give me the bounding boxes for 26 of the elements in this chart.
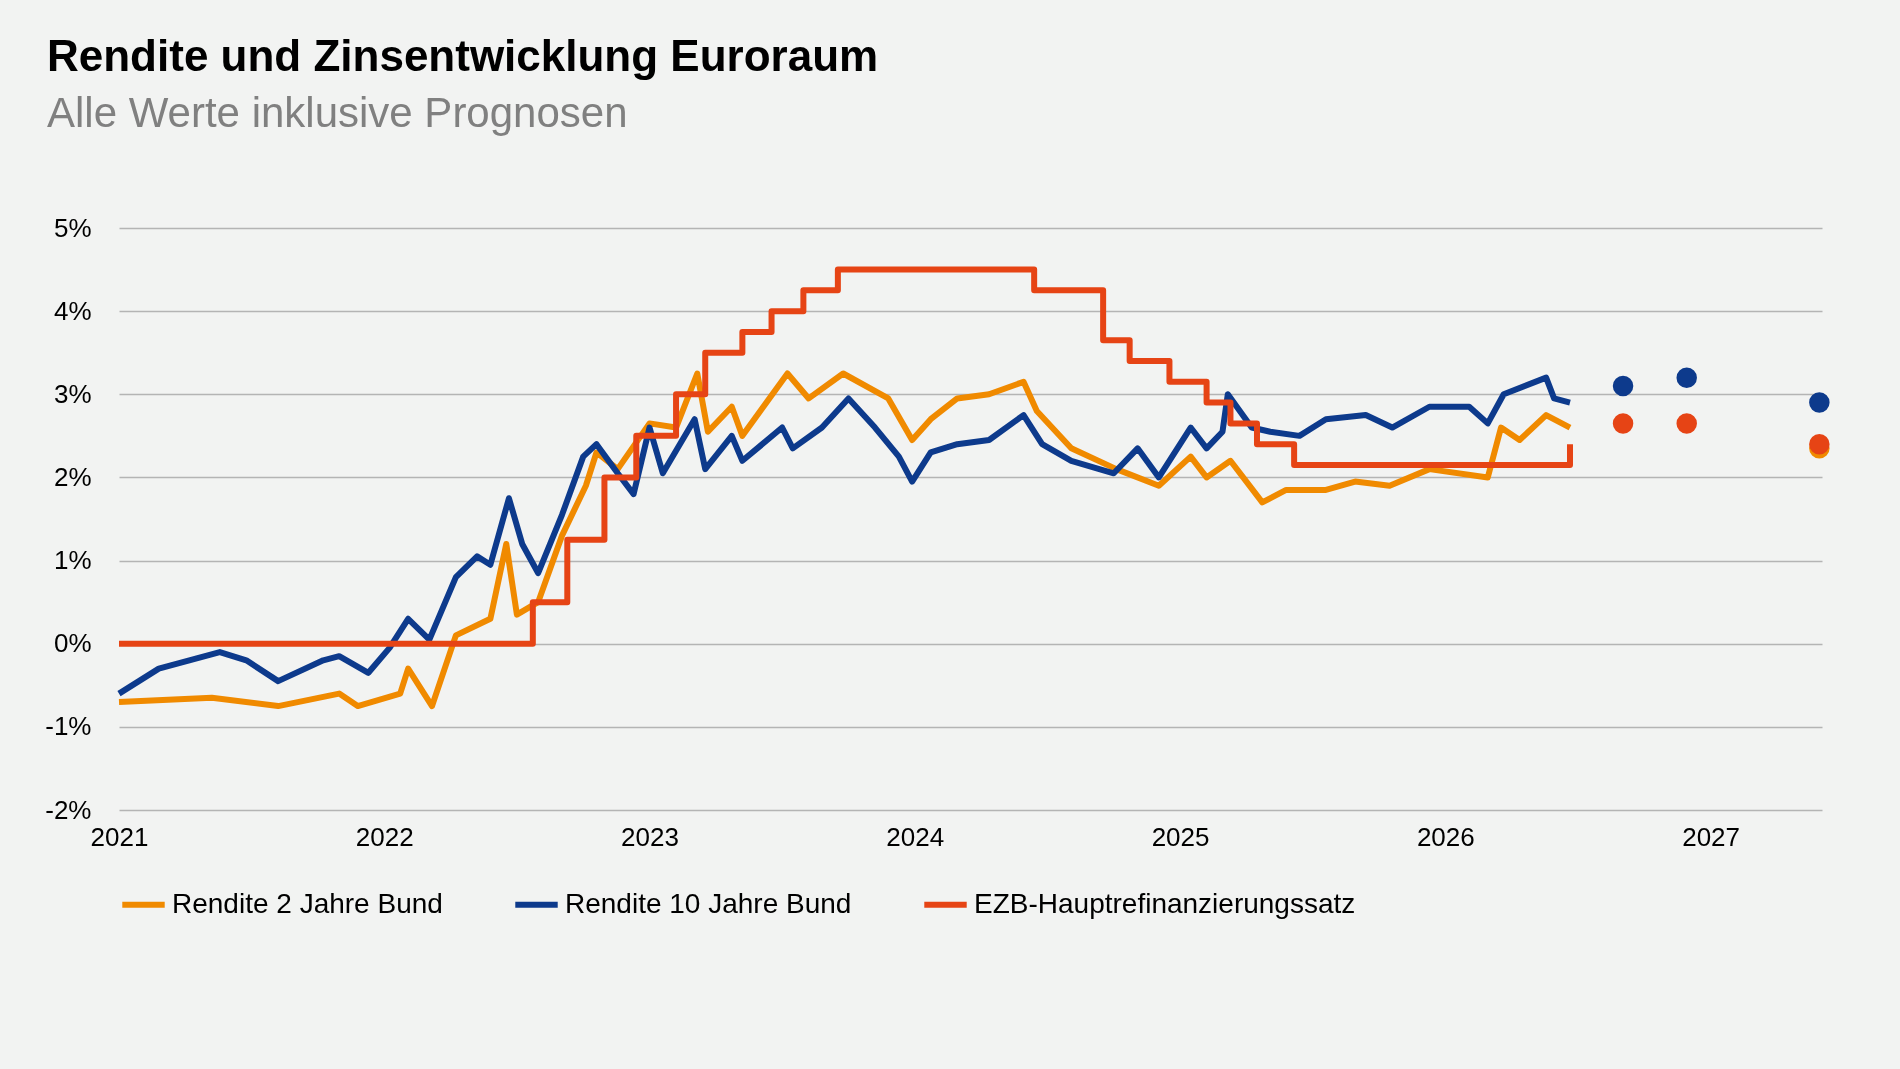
point (1676, 413, 1697, 434)
x-tick-label: 2027 (1682, 821, 1741, 852)
x-tick-label: 2026 (1416, 821, 1475, 852)
y-tick-label: -1% (45, 711, 92, 742)
y-tick-label: 1% (53, 545, 92, 576)
y-tick-label: -2% (45, 794, 92, 825)
y-tick-label: 2% (53, 461, 92, 492)
chart-subtitle: Alle Werte inklusive Prognosen (47, 89, 628, 136)
legend-label: Rendite 10 Jahre Bund (565, 887, 852, 919)
x-tick-label: 2024 (886, 821, 945, 852)
x-tick-label: 2025 (1151, 821, 1210, 852)
x-tick-label: 2023 (621, 821, 679, 852)
x-tick-label: 2022 (355, 821, 414, 852)
y-tick-label: 0% (53, 628, 92, 659)
chart-title: Rendite und Zinsentwicklung Euroraum (47, 31, 879, 80)
legend-label: EZB-Hauptrefinanzierungssatz (974, 887, 1356, 919)
point (1676, 367, 1697, 388)
point (1809, 433, 1830, 455)
point (1612, 413, 1634, 434)
x-tick-label: 2021 (90, 821, 149, 852)
point (1809, 392, 1830, 413)
legend-label: Rendite 2 Jahre Bund (172, 887, 443, 919)
y-tick-label: 3% (53, 378, 92, 409)
point (1612, 375, 1634, 397)
y-tick-label: 4% (53, 295, 92, 326)
y-tick-label: 5% (53, 212, 92, 243)
